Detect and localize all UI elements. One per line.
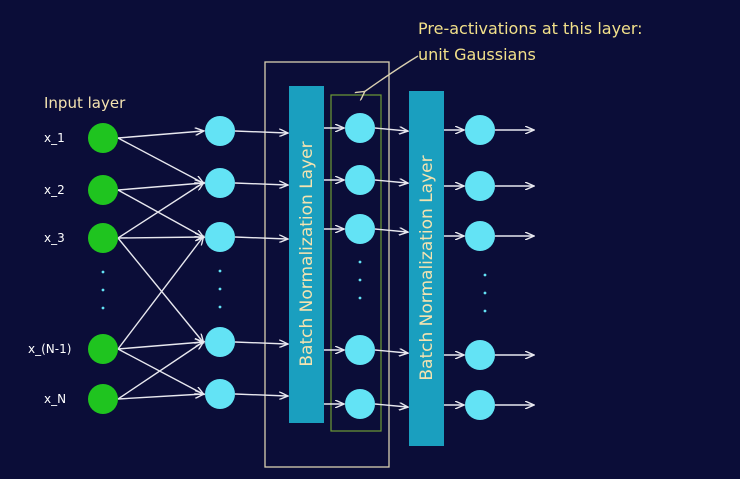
highlight-box-outer	[264, 61, 390, 468]
edge-input-0-to-h1-0	[117, 131, 203, 139]
hidden2-node-1	[345, 165, 375, 195]
highlight-box-inner	[330, 94, 382, 432]
hidden2-node-2	[345, 214, 375, 244]
input-node-2	[88, 223, 118, 253]
edges	[117, 128, 533, 407]
hidden3-dots-2	[483, 309, 487, 313]
hidden3-dots-0	[483, 273, 487, 277]
edge-input-2-to-h1-3	[117, 237, 203, 342]
input-labels: x_1 x_2 x_3 x_(N-1) x_N	[28, 131, 71, 406]
edge-h2-3-to-bn2	[374, 350, 407, 353]
edge-h2-4-to-bn2	[374, 404, 407, 407]
edge-input-3-to-h1-4	[117, 348, 203, 394]
bn-bar-2-label: Batch Normalization Layer	[417, 155, 437, 380]
edge-input-2-to-h1-2	[117, 237, 203, 238]
hidden3-node-1	[465, 171, 495, 201]
input-dots-1	[101, 288, 105, 292]
edge-input-4-to-h1-4	[117, 394, 203, 400]
hidden1-dots-1	[218, 287, 222, 291]
annotation-line-1: Pre-activations at this layer:	[418, 19, 643, 38]
edge-h1-0-to-bn1	[234, 131, 287, 133]
hidden2-node-3	[345, 335, 375, 365]
edge-input-0-to-h1-1	[117, 137, 203, 183]
annotation-line-2: unit Gaussians	[418, 45, 536, 64]
edge-input-1-to-h1-1	[117, 183, 203, 191]
hidden1-node-1	[205, 168, 235, 198]
bn-bar-2	[409, 91, 444, 446]
hidden2-dots-2	[358, 296, 362, 300]
input-label-xn: x_N	[44, 392, 66, 406]
bn-bar-1-label: Batch Normalization Layer	[297, 141, 317, 366]
edge-input-2-to-h1-1	[117, 183, 203, 239]
hidden3-node-0	[465, 115, 495, 145]
hidden3-dots-1	[483, 291, 487, 295]
input-layer-label: Input layer	[44, 94, 126, 112]
hidden1-node-0	[205, 116, 235, 146]
ellipsis-dots	[101, 260, 487, 313]
input-dots-2	[101, 306, 105, 310]
hidden2-dots-0	[358, 260, 362, 264]
hidden1-dots-2	[218, 305, 222, 309]
hidden3-node-4	[465, 390, 495, 420]
hidden2-node-4	[345, 389, 375, 419]
edge-input-3-to-h1-3	[117, 342, 203, 350]
hidden1-dots-0	[218, 269, 222, 273]
input-label-x2: x_2	[44, 183, 65, 197]
input-node-0	[88, 123, 118, 153]
annotation-arrow	[364, 55, 419, 92]
hidden2-dots-1	[358, 278, 362, 282]
input-label-x1: x_1	[44, 131, 65, 145]
hidden2-node-0	[345, 113, 375, 143]
edge-h2-2-to-bn2	[374, 229, 407, 232]
input-label-x3: x_3	[44, 231, 65, 245]
input-dots-0	[101, 270, 105, 274]
edge-input-3-to-h1-2	[117, 237, 203, 350]
input-label-xn-1: x_(N-1)	[28, 342, 71, 356]
hidden1-node-3	[205, 327, 235, 357]
input-node-1	[88, 175, 118, 205]
hidden3-node-2	[465, 221, 495, 251]
input-node-3	[88, 334, 118, 364]
edge-h1-3-to-bn1	[234, 342, 287, 344]
hidden3-node-3	[465, 340, 495, 370]
edge-input-4-to-h1-3	[117, 342, 203, 400]
edge-h2-0-to-bn2	[374, 128, 407, 131]
edge-h1-2-to-bn1	[234, 237, 287, 239]
edge-h1-4-to-bn1	[234, 394, 287, 396]
edge-h2-1-to-bn2	[374, 180, 407, 183]
hidden1-node-4	[205, 379, 235, 409]
edge-h1-1-to-bn1	[234, 183, 287, 185]
input-node-4	[88, 384, 118, 414]
hidden1-node-2	[205, 222, 235, 252]
bn-bar-1	[289, 86, 324, 423]
edge-input-1-to-h1-2	[117, 189, 203, 237]
nodes	[88, 113, 495, 420]
